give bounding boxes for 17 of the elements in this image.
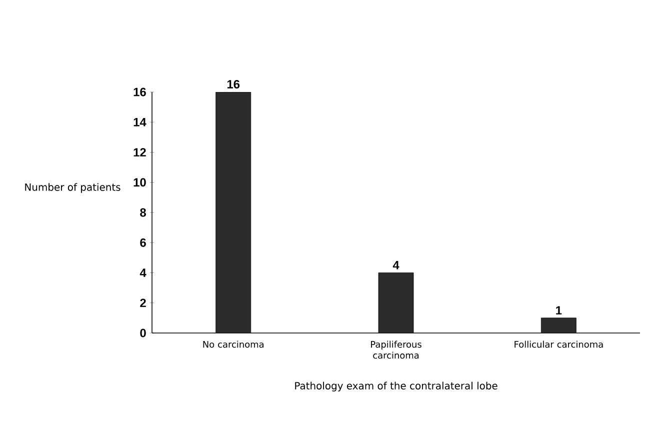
y-tick-label: 10: [134, 178, 146, 187]
y-tick-label: 0: [140, 328, 146, 338]
y-tick-label: 8: [140, 208, 146, 217]
data-label: 16: [227, 80, 240, 88]
y-tick-label: 14: [134, 118, 146, 126]
x-tick-label: No carcinoma: [203, 340, 264, 348]
y-tick-label: 4: [140, 268, 146, 277]
y-axis-title: Number of patients: [25, 183, 120, 193]
data-label: 1: [556, 306, 562, 314]
x-tick-label: Papiliferous carcinoma: [371, 340, 422, 359]
y-tick-label: 16: [134, 88, 146, 96]
y-tick-label: 6: [140, 238, 146, 247]
y-tick-label: 2: [140, 298, 146, 308]
y-tick-label: 12: [134, 148, 146, 156]
x-axis-title: Pathology exam of the contralateral lobe: [295, 382, 498, 392]
data-label: 4: [392, 261, 400, 270]
x-tick-label: Follicular carcinoma: [514, 340, 603, 348]
